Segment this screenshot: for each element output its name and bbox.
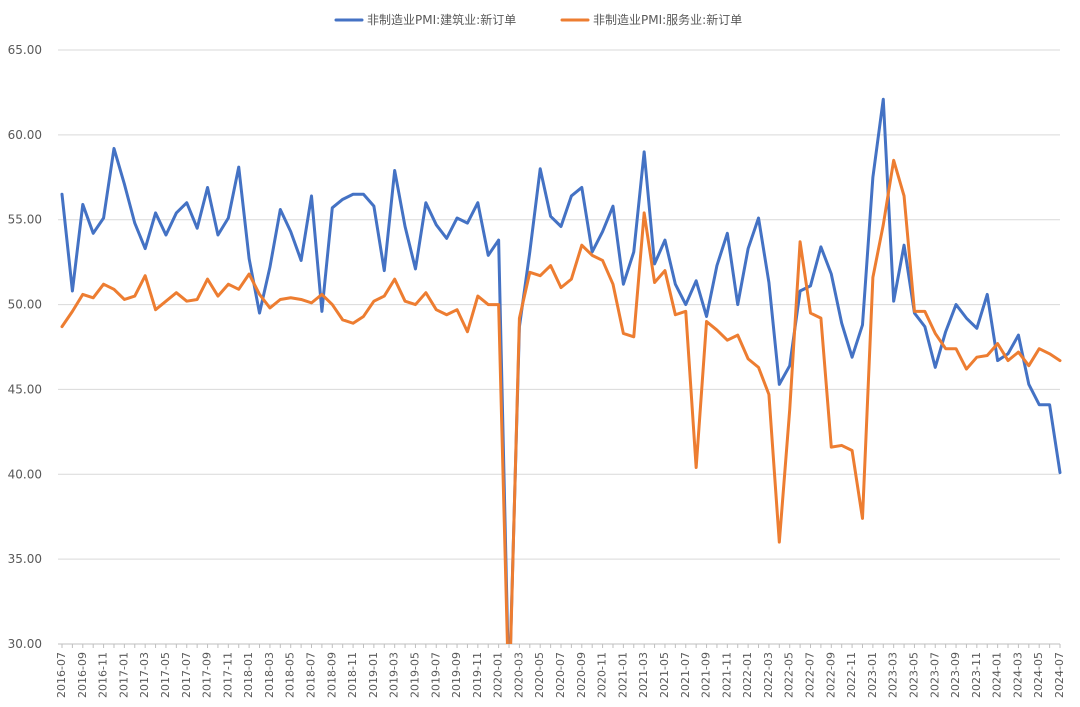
x-tick-label: 2022-01 [741,652,754,698]
x-tick-label: 2020-03 [512,652,525,698]
x-tick-label: 2023-03 [887,652,900,698]
x-tick-label: 2020-11 [596,652,609,698]
x-tick-label: 2017-07 [180,652,193,698]
x-tick-label: 2022-03 [762,652,775,698]
x-tick-label: 2018-11 [346,652,359,698]
x-tick-label: 2020-05 [533,652,546,698]
x-tick-label: 2018-07 [305,652,318,698]
y-axis: 30.00 35.00 40.00 45.00 50.00 55.00 60.00 65.00 [8,43,42,651]
y-tick-label: 65.00 [8,43,42,57]
x-tick-label: 2018-03 [263,652,276,698]
x-tick-label: 2016-11 [97,652,110,698]
y-tick-label: 60.00 [8,128,42,142]
series-line-1 [60,97,1062,644]
x-tick-label: 2017-03 [138,652,151,698]
x-tick-label: 2019-01 [367,652,380,698]
legend-label-1: 非制造业PMI:建筑业:新订单 [367,12,516,27]
legend-label-2: 非制造业PMI:服务业:新订单 [593,12,742,27]
x-tick-label: 2024-07 [1053,652,1066,698]
x-tick-label: 2023-09 [949,652,962,698]
x-tick-label: 2023-05 [907,652,920,698]
gridlines [58,49,1060,645]
x-tick-label: 2021-09 [700,652,713,698]
x-tick-label: 2024-05 [1032,652,1045,698]
x-tick-label: 2023-11 [970,652,983,698]
x-tick-label: 2019-07 [429,652,442,698]
x-tick-label: 2020-09 [575,652,588,698]
y-tick-label: 55.00 [8,213,42,227]
x-tick-label: 2021-07 [679,652,692,698]
series-line-2 [60,158,1062,644]
x-tick-label: 2023-01 [866,652,879,698]
x-tick-label: 2019-05 [408,652,421,698]
x-tick-label: 2021-05 [658,652,671,698]
x-tick-label: 2020-01 [492,652,505,698]
x-tick-label: 2017-11 [221,652,234,698]
x-tick-label: 2024-03 [1011,652,1024,698]
x-tick-label: 2019-11 [471,652,484,698]
x-tick-label: 2019-09 [450,652,463,698]
x-tick-label: 2016-09 [76,652,89,698]
x-tick-label: 2021-03 [637,652,650,698]
x-tick-label: 2022-07 [804,652,817,698]
x-tick-label: 2022-11 [845,652,858,698]
x-tick-label: 2017-01 [117,652,130,698]
y-tick-label: 45.00 [8,382,42,396]
x-tick-label: 2023-07 [928,652,941,698]
x-tick-label: 2016-07 [55,652,68,698]
x-tick-label: 2017-05 [159,652,172,698]
legend: 非制造业PMI:建筑业:新订单 非制造业PMI:服务业:新订单 [334,12,742,27]
x-tick-label: 2018-09 [325,652,338,698]
y-tick-label: 40.00 [8,467,42,481]
x-tick-label: 2020-07 [554,652,567,698]
y-tick-label: 35.00 [8,552,42,566]
y-tick-label: 30.00 [8,637,42,651]
x-axis: 2016-07 2016-09 2016-11 2017-01 2017-03 2017-… [55,643,1066,698]
x-tick-label: 2018-01 [242,652,255,698]
series-lines [60,97,1062,644]
y-tick-label: 50.00 [8,298,42,312]
x-tick-label: 2021-01 [616,652,629,698]
x-tick-label: 2022-05 [783,652,796,698]
x-tick-label: 2024-01 [991,652,1004,698]
x-tick-label: 2018-05 [284,652,297,698]
x-tick-label: 2022-09 [824,652,837,698]
x-tick-label: 2021-11 [720,652,733,698]
x-tick-label: 2019-03 [388,652,401,698]
x-tick-label: 2017-09 [201,652,214,698]
